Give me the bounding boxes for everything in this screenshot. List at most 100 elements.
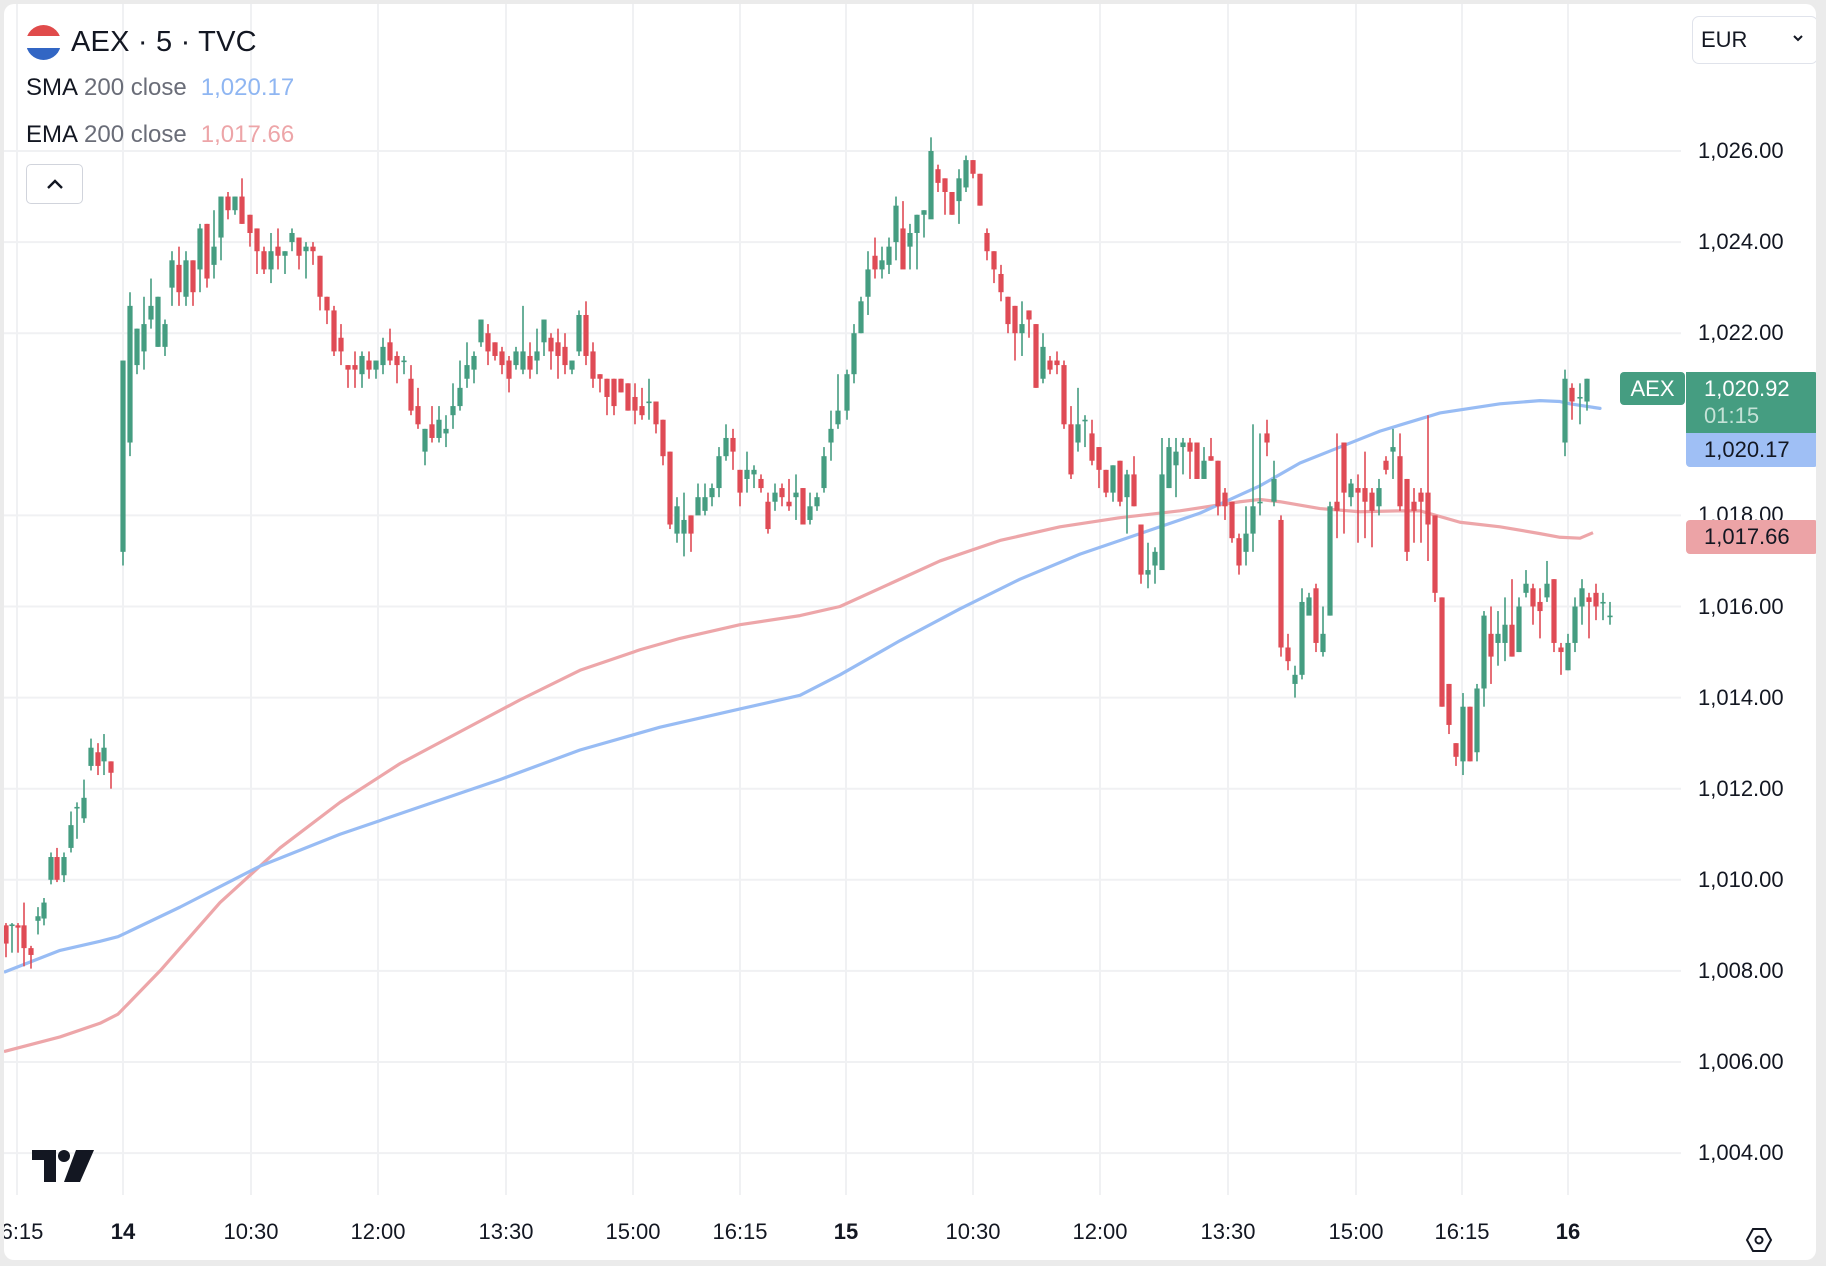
candle-body [218,196,224,238]
candle-body [239,196,245,224]
time-axis-label: 12:00 [350,1219,406,1244]
candle-body [1362,488,1368,502]
candle-body [95,752,101,766]
candle-body [1397,456,1403,507]
candle-body [991,251,997,270]
candle-body [1026,310,1032,320]
candlestick-chart[interactable] [4,4,1816,1260]
candle-body [900,228,906,270]
candle-body [681,519,687,534]
candle-body [492,342,498,356]
candle-body [464,365,470,379]
candle-body [1355,488,1361,493]
candle-body [914,214,920,233]
candle-body [457,387,463,407]
symbol-title-row[interactable]: AEX · 5 · TVC [26,20,294,64]
candle-body [1054,360,1060,366]
candle-body [513,351,519,366]
chart-legend: AEX · 5 · TVC SMA 200 close 1,020.17 EMA 20… [26,20,294,204]
indicator-value: 1,020.17 [200,74,295,101]
candle-body [893,205,899,243]
candle-body [48,857,54,880]
candle-body [872,255,878,270]
indicator-params: 200 close [84,74,187,101]
candle-body [1278,519,1284,648]
chevron-up-icon [46,179,63,189]
candle-body [576,314,582,352]
candle-body [183,260,189,297]
candle-body [81,797,87,819]
candle-body [275,246,281,256]
candle-body [800,488,806,525]
netherlands-flag-icon [26,24,61,60]
candle-body [359,355,365,375]
candle-body [844,374,850,411]
candle-body [15,925,21,928]
candle-body [758,478,764,489]
currency-selector[interactable]: EUR [1692,16,1816,64]
candle-body [1236,538,1242,566]
candle-body [520,351,526,370]
candle-body [858,301,864,334]
candle-body [1502,624,1508,643]
candle-body [1467,706,1473,762]
candle-body [998,273,1004,293]
candle-body [527,355,533,370]
candle-body [1061,365,1067,425]
candle-body [310,246,316,252]
candle-body [590,351,596,379]
candle-body [1544,583,1550,598]
indicator-sma-row[interactable]: SMA 200 close 1,020.17 [26,64,294,111]
time-axis-label: 10:30 [223,1219,279,1244]
candle-body [499,351,505,366]
candle-body [1068,424,1074,475]
candle-body [415,406,421,425]
candle-body [886,246,892,265]
candle-body [1313,588,1319,643]
candle-body [1040,346,1046,379]
candle-body [443,428,449,434]
candle-body [625,383,631,411]
candle-body [41,902,47,919]
chart-settings-hexagon-icon[interactable] [1744,1225,1774,1260]
candle-body [921,210,927,215]
candle-body [555,342,561,356]
candle-body [942,178,948,192]
candle-body [562,346,568,366]
candle-body [1005,296,1011,325]
candle-body [1495,633,1501,643]
candle-body [772,492,778,502]
candle-body [1194,442,1200,479]
tradingview-logo-icon[interactable] [32,1150,94,1187]
time-axis-label: 15:00 [1328,1219,1384,1244]
candle-body [646,401,652,404]
candle-body [1411,501,1417,511]
candle-body [1117,460,1123,502]
candle-body [1376,488,1382,507]
candle-body [148,305,154,320]
collapse-legend-button[interactable] [26,164,83,204]
time-axis-label: 10:30 [945,1219,1001,1244]
candle-body [1082,419,1088,422]
symbol-title: AEX · 5 · TVC [71,25,257,58]
price-axis-label: 1,010.00 [1698,866,1784,892]
candle-body [1201,460,1207,479]
price-axis-label: 1,006.00 [1698,1049,1784,1074]
indicator-ema-row[interactable]: EMA 200 close 1,017.66 [26,111,294,158]
time-axis-label: 16 [1555,1219,1581,1244]
candle-body [702,497,708,511]
candle-body [190,260,196,293]
candle-body [422,428,428,452]
candle-body [1474,688,1480,753]
candle-body [127,305,133,443]
candle-body [21,925,27,949]
candle-body [1586,597,1592,602]
candle-body [653,401,659,425]
candle-body [232,196,238,211]
candle-body [660,419,666,457]
time-axis-label: 15:00 [605,1219,661,1244]
candle-body [814,497,820,507]
bar-countdown: 01:15 [1704,403,1760,428]
candle-body [1530,588,1536,607]
candle-body [296,237,302,256]
